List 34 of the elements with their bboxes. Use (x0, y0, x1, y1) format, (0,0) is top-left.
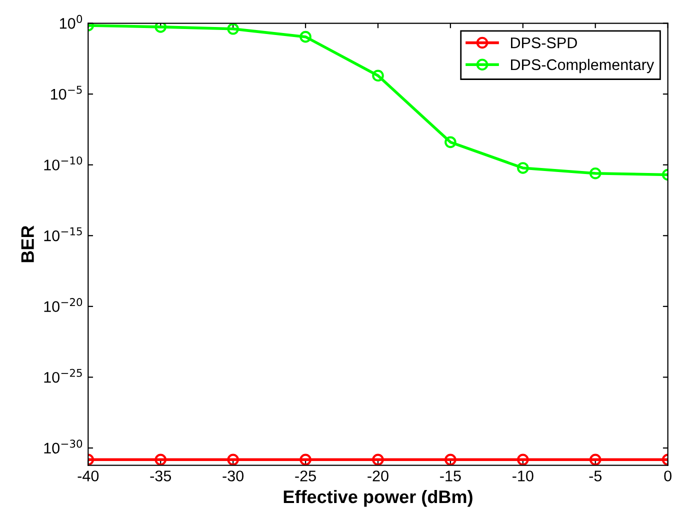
y-tick-label: 10$^{0}$ (60, 14, 82, 29)
x-tick-label: -25 (295, 470, 316, 482)
point (227, 23, 239, 35)
y-tick-label: 10$^{−5}$ (50, 86, 82, 100)
point (300, 30, 312, 43)
point (300, 454, 312, 466)
x-tick-label: 0 (664, 470, 672, 482)
point (154, 23, 167, 33)
point (372, 70, 384, 82)
y-tick-label: 10$^{−25}$ (44, 368, 82, 383)
point (517, 454, 529, 466)
x-tick-label: -35 (150, 470, 171, 482)
x-tick-label: -20 (368, 470, 388, 482)
point (227, 454, 239, 466)
x-tick-label: -10 (512, 470, 534, 482)
point (444, 454, 456, 466)
y-tick-label: 10$^{−15}$ (44, 227, 82, 242)
point (154, 454, 167, 466)
x-tick-label: -15 (440, 470, 461, 482)
x-tick-label: -40 (78, 470, 99, 482)
point (589, 454, 602, 466)
x-tick-label: -30 (222, 470, 244, 482)
legend-label: DPS-SPD (511, 37, 577, 48)
y-tick-label: 10$^{−20}$ (44, 298, 82, 312)
y-tick-label: 10$^{−30}$ (44, 440, 82, 454)
legend-label: DPS-Complementary (511, 58, 654, 74)
x-tick-label: -5 (589, 470, 602, 482)
point (372, 454, 384, 466)
y-tick-label: 10$^{−10}$ (44, 156, 82, 170)
point (517, 162, 529, 174)
x-axis-title: Effective power (dBm) (284, 490, 472, 507)
point (589, 167, 602, 180)
y-axis-title: BER (21, 226, 34, 262)
point (444, 136, 456, 148)
